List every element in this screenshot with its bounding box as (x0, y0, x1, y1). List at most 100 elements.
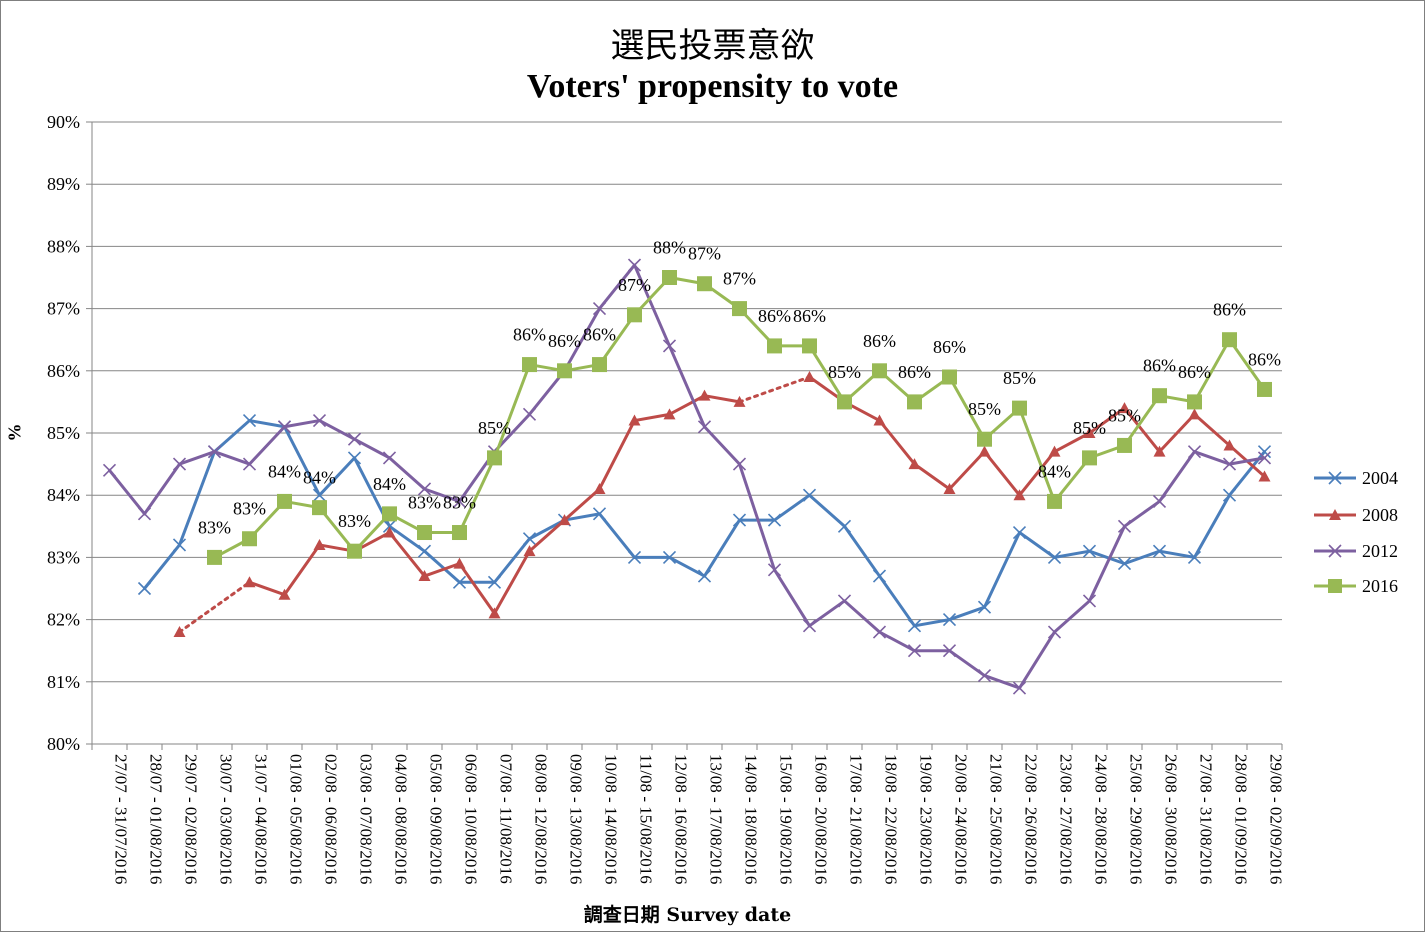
series-segment (493, 537, 531, 584)
series-segment (878, 630, 916, 653)
series-segment (248, 419, 286, 429)
series-segment (948, 605, 986, 622)
data-point (347, 432, 362, 446)
chart-title-chinese: 選民投票意欲 (610, 26, 815, 66)
data-point (313, 538, 326, 550)
data-label: 84% (373, 474, 406, 494)
data-point (732, 457, 747, 471)
series-segment (318, 419, 356, 441)
series-segment (248, 580, 286, 597)
data-point (1222, 332, 1237, 348)
data-point (207, 549, 222, 565)
data-point (943, 482, 956, 494)
series-lines (102, 258, 1272, 695)
series-segment (178, 450, 216, 466)
data-point (977, 431, 992, 447)
x-tick-label: 27/07 - 31/07/2016 (112, 754, 131, 884)
y-tick-label: 81% (47, 672, 80, 692)
legend-item-2008: 2008 (1312, 503, 1422, 527)
series-segment (1158, 412, 1196, 454)
series-segment (283, 419, 321, 429)
y-tick-label: 84% (47, 485, 80, 505)
y-axis-label: % (4, 423, 25, 442)
data-point (523, 545, 536, 557)
series-segment (528, 518, 566, 541)
data-label: 85% (1003, 368, 1036, 388)
data-point (628, 414, 641, 426)
series-segment (983, 674, 1021, 690)
series-segment (563, 487, 601, 522)
x-tick-labels: 27/07 - 31/07/2016 28/07 - 01/08/2016 29/0… (112, 754, 1286, 884)
series-segment (878, 419, 916, 466)
data-point (1153, 445, 1166, 457)
data-point (172, 457, 187, 471)
data-label: 86% (548, 331, 581, 351)
series-segment (1123, 394, 1161, 447)
series-segment (493, 363, 531, 460)
data-point (452, 494, 467, 508)
data-point (1222, 457, 1237, 471)
data-point (558, 514, 571, 526)
series-segment (1193, 450, 1231, 466)
data-point (382, 519, 397, 533)
data-label: 85% (1108, 405, 1141, 425)
data-point (312, 488, 327, 502)
data-point (487, 450, 502, 466)
series-segment (808, 599, 846, 628)
data-point (1187, 394, 1202, 410)
series-segment (808, 344, 846, 404)
data-point (697, 276, 712, 292)
data-point (452, 525, 467, 541)
data-point (312, 413, 327, 428)
x-tick-label: 19/08 - 23/08/2016 (917, 754, 936, 884)
data-point (487, 575, 502, 589)
data-point (242, 413, 257, 428)
data-point (732, 513, 747, 527)
series-2008 (173, 371, 1271, 638)
data-point (1187, 550, 1202, 564)
series-segment (668, 344, 706, 429)
data-point (1257, 451, 1272, 465)
data-point (662, 270, 677, 285)
series-segment (563, 512, 601, 522)
legend-label: 2012 (1362, 541, 1398, 561)
data-point (697, 420, 712, 434)
series-segment (108, 468, 146, 516)
legend-item-2004: 2004 (1312, 466, 1422, 490)
x-tick-label: 15/08 - 19/08/2016 (777, 754, 796, 884)
data-point (977, 669, 992, 683)
y-tick-label: 80% (47, 734, 80, 754)
data-label: 84% (303, 468, 336, 488)
data-point (137, 581, 152, 596)
data-point (767, 513, 782, 527)
x-tick-label: 22/08 - 26/08/2016 (1022, 754, 1041, 884)
series-segment (1193, 412, 1231, 447)
series-segment (1123, 499, 1161, 528)
y-tick-label: 86% (47, 361, 80, 381)
data-point (627, 258, 642, 272)
data-point (942, 613, 957, 627)
data-point (1257, 381, 1272, 397)
series-segment (738, 462, 776, 572)
data-point (1013, 489, 1026, 501)
data-point (417, 544, 432, 558)
data-point (383, 526, 396, 538)
gridlines (92, 121, 1282, 683)
data-point (942, 644, 957, 658)
series-segment (1228, 456, 1266, 466)
data-point (452, 575, 467, 589)
data-point (627, 307, 642, 323)
series-segment (1053, 431, 1091, 454)
x-tick-label: 26/08 - 30/08/2016 (1162, 754, 1181, 884)
x-tick-label: 03/08 - 07/08/2016 (357, 754, 376, 884)
data-point (872, 363, 887, 379)
series-segment (668, 394, 706, 416)
data-label: 86% (1178, 362, 1211, 382)
data-point (1047, 493, 1062, 509)
y-tick-label: 82% (47, 610, 80, 630)
legend-swatch (1314, 544, 1356, 558)
series-segment (1018, 630, 1056, 690)
series-segment (1123, 549, 1161, 566)
